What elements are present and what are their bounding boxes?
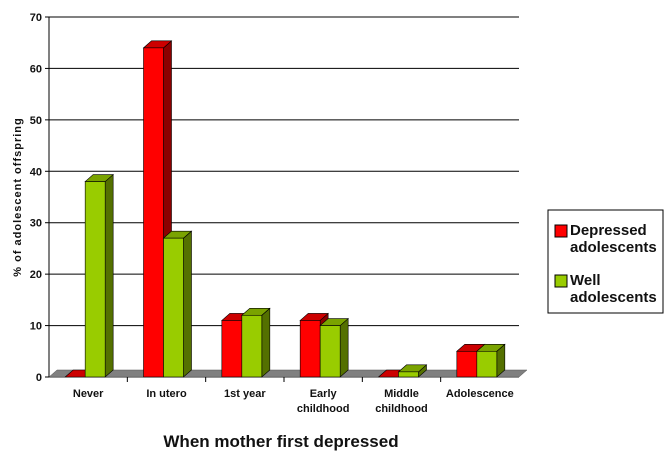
bar-side (339, 317, 349, 378)
x-tick-label: Early childhood (297, 388, 350, 415)
bar-side (261, 307, 271, 378)
bar-front (221, 320, 243, 378)
x-tick-label: Never (73, 388, 104, 400)
y-tick-label: 70 (30, 12, 42, 24)
bar-front (456, 350, 478, 378)
x-tick-label-line: Adolescence (446, 388, 514, 400)
x-tick-label-line: Never (73, 388, 104, 400)
bar (397, 364, 428, 378)
bar-front (84, 181, 106, 378)
x-axis-label: When mother first depressed (163, 432, 398, 451)
legend-swatch (554, 274, 568, 288)
bar-front (299, 320, 321, 378)
y-tick-label: 30 (30, 218, 42, 230)
y-tick-label: 10 (30, 321, 42, 333)
bar-front (163, 237, 184, 378)
y-axis-label: % of adolescent offspring (12, 117, 24, 276)
bar-front (398, 371, 419, 378)
x-tick-label-line: Early (310, 388, 338, 400)
bar (162, 230, 193, 378)
x-tick-label-line: Middle (384, 388, 419, 400)
bar (476, 343, 506, 378)
legend-label-line: adolescents (570, 289, 657, 306)
bar-front (143, 47, 164, 378)
floor-plane (48, 369, 528, 378)
y-ticks: 0 10 20 30 40 50 60 70 (30, 12, 49, 384)
y-tick-label: 40 (30, 166, 42, 178)
bar (84, 173, 114, 378)
legend-label-line: Well (570, 272, 601, 289)
x-ticks: Never In utero 1st year Early childhoodMiddl… (73, 377, 514, 415)
plot-frame (48, 17, 519, 378)
y-tick-label: 60 (30, 63, 42, 75)
legend-swatch (554, 224, 568, 238)
x-tick-label-line: childhood (297, 403, 350, 415)
bar (241, 307, 271, 378)
floor (48, 369, 528, 378)
bars (64, 40, 506, 378)
bar-front (319, 325, 341, 378)
x-tick-label: In utero (146, 388, 187, 400)
legend-label: Well adolescents (570, 272, 657, 306)
y-tick-label: 20 (30, 269, 42, 281)
legend-label-line: adolescents (570, 239, 657, 256)
bar-side (104, 173, 114, 378)
x-tick-label: 1st year (224, 388, 266, 400)
bar-front (241, 314, 263, 378)
x-tick-label-line: childhood (375, 403, 428, 415)
x-tick-label-line: In utero (146, 388, 187, 400)
legend-label-line: Depressed (570, 222, 647, 239)
bar-front (476, 350, 498, 378)
y-tick-label: 50 (30, 115, 42, 127)
bar-side (183, 230, 192, 378)
x-tick-label: Middle childhood (375, 388, 428, 415)
x-tick-label: Adolescence (446, 388, 514, 400)
bar (319, 317, 349, 378)
gridlines (49, 16, 519, 327)
legend-label: Depressed adolescents (570, 222, 657, 256)
x-tick-label-line: 1st year (224, 388, 266, 400)
y-tick-label: 0 (36, 372, 42, 384)
